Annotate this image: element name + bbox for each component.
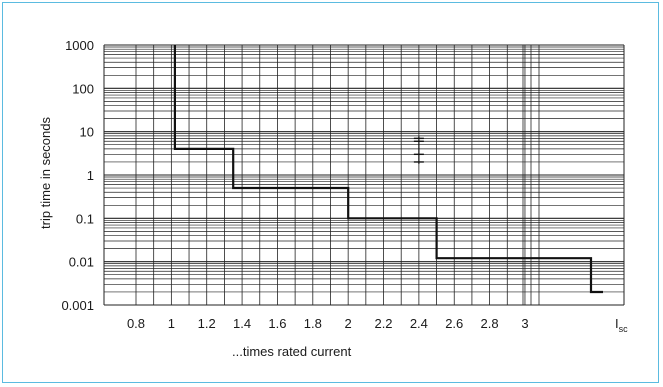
y-tick-label: 1000: [65, 38, 94, 53]
x-tick-label: 1.4: [233, 316, 251, 331]
y-tick-label: 0.01: [69, 255, 94, 270]
y-tick-label: 1: [87, 168, 94, 183]
x-axis-title: ...times rated current: [232, 344, 352, 359]
y-axis-title: trip time in seconds: [38, 117, 53, 229]
y-tick-label: 100: [72, 81, 94, 96]
y-tick-labels: 1000 100 10 1 0.1 0.01 0.001: [61, 38, 94, 313]
x-tick-label: 1.8: [304, 316, 322, 331]
x-tick-label: 2.4: [410, 316, 428, 331]
x-tick-label-isc: Isc: [615, 316, 628, 334]
curve-layer: [173, 45, 603, 294]
trip-curve-line: [173, 45, 603, 294]
x-tick-label: 2.8: [481, 316, 499, 331]
x-tick-label: 2.6: [445, 316, 463, 331]
grid: [103, 44, 625, 306]
x-tick-label: 2.2: [374, 316, 392, 331]
x-tick-labels: 0.8 1 1.2 1.4 1.6 1.8 2 2.2 2.4 2.6 2.8 3 Isc: [127, 316, 628, 334]
y-tick-label: 0.001: [61, 298, 94, 313]
y-tick-label: 0.1: [76, 211, 94, 226]
x-tick-label: 1.6: [268, 316, 286, 331]
y-tick-label: 10: [80, 125, 94, 140]
x-tick-label: 1.2: [198, 316, 216, 331]
x-tick-label: 2: [345, 316, 352, 331]
x-tick-label: 3: [521, 316, 528, 331]
x-tick-label: 0.8: [127, 316, 145, 331]
x-tick-label: 1: [168, 316, 175, 331]
